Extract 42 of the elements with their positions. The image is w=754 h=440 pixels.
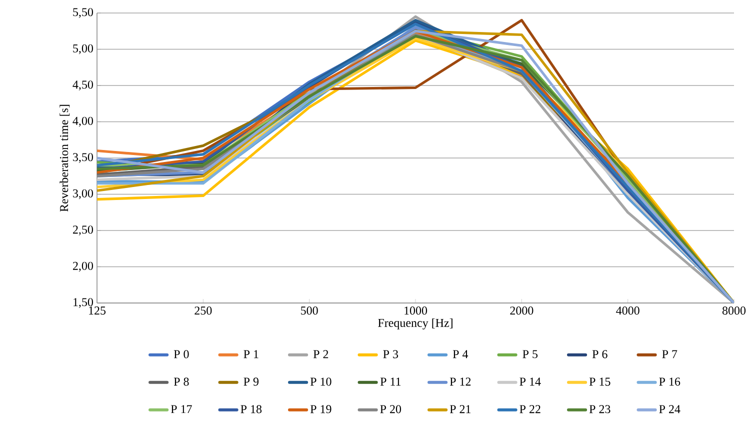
legend-label: P 19 — [310, 405, 332, 414]
legend-label: P 22 — [520, 405, 540, 414]
x-tick-label: 500 — [301, 306, 318, 315]
y-tick-label: 4,00 — [72, 116, 94, 127]
y-axis-title: Reverberation time [s] — [60, 104, 70, 212]
legend-label: P 4 — [452, 350, 468, 358]
legend-label: P 24 — [659, 405, 680, 414]
legend-label: P 6 — [592, 350, 608, 358]
legend-label: P 12 — [450, 378, 471, 386]
y-tick-label: 5,50 — [73, 8, 94, 18]
y-tick-label: 3,00 — [73, 189, 94, 200]
x-tick-label: 125 — [89, 306, 106, 315]
y-tick-label: 5,00 — [73, 44, 94, 54]
legend-label: P 11 — [380, 378, 401, 386]
legend-label: P 8 — [174, 378, 189, 386]
legend-label: P 5 — [522, 350, 538, 358]
x-tick-label: 1000 — [404, 306, 428, 315]
legend-label: P 23 — [589, 405, 610, 414]
legend-label: P 3 — [383, 350, 398, 358]
legend-label: P 7 — [662, 350, 678, 358]
y-tick-label: 2,00 — [73, 262, 94, 272]
x-tick-label: 4000 — [616, 306, 640, 315]
y-tick-label: 2,50 — [73, 226, 94, 236]
legend-label: P 0 — [174, 350, 189, 358]
legend-label: P 10 — [310, 378, 332, 386]
y-tick-label: 3,50 — [73, 153, 94, 163]
x-tick-label: 8000 — [722, 306, 746, 315]
legend-label: P 21 — [450, 405, 471, 414]
legend-label: P 18 — [240, 405, 262, 414]
x-axis-title: Frequency [Hz] — [378, 318, 452, 330]
x-tick-label: 250 — [194, 306, 212, 315]
legend-label: P 2 — [313, 350, 328, 358]
legend-label: P 20 — [380, 405, 402, 414]
y-tick-label: 1,50 — [74, 298, 94, 308]
legend-label: P 17 — [170, 405, 192, 414]
y-tick-label: 4,50 — [72, 80, 94, 90]
legend-label: P 14 — [520, 378, 541, 386]
legend-label: P 1 — [244, 350, 258, 358]
x-tick-label: 2000 — [510, 306, 534, 315]
legend-label: P 16 — [659, 378, 680, 386]
legend-label: P 15 — [589, 378, 610, 386]
legend-label: P 9 — [244, 378, 259, 386]
